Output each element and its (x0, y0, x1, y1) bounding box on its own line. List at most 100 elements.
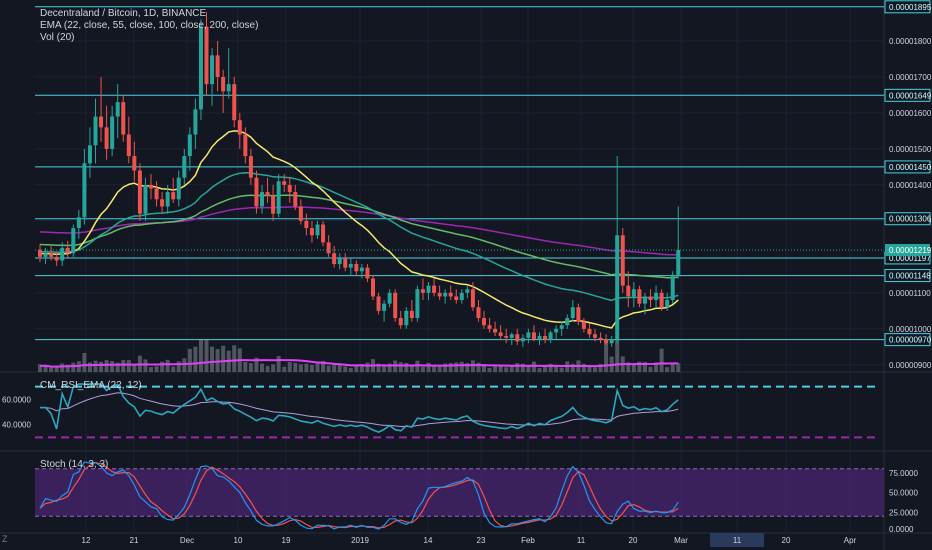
volume-bar (437, 366, 442, 372)
volume-bar (398, 362, 403, 372)
current-price-tag (885, 244, 930, 257)
current-price-tag-label: 0.00001219 (889, 246, 932, 255)
candle-body (354, 264, 359, 272)
volume-bar (470, 360, 475, 372)
candle-body (476, 307, 481, 319)
candle-body (265, 192, 270, 196)
volume-bar (54, 366, 59, 372)
volume-bar (187, 348, 192, 372)
rsi-axis-tick-label: 40.0000 (2, 421, 31, 430)
volume-bar (665, 367, 670, 372)
candle-body (160, 199, 165, 207)
candle-body (176, 177, 181, 200)
candle-body (587, 328, 592, 335)
volume-bar (282, 366, 287, 372)
volume-bar (359, 364, 364, 372)
volume-bar (43, 364, 48, 372)
candle-body (309, 228, 314, 236)
candle-body (504, 336, 509, 338)
volume-bar (60, 363, 65, 372)
volume-bar (465, 363, 470, 372)
candle-body (637, 289, 642, 304)
candle-body (60, 247, 65, 261)
candle-body (243, 134, 248, 157)
volume-bar (65, 364, 70, 372)
volume-bar (337, 365, 342, 372)
zoom-corner-label[interactable]: Z (2, 534, 8, 544)
volume-bar (276, 355, 281, 372)
volume-bar (426, 362, 431, 372)
candle-body (198, 26, 203, 110)
candle-body (526, 332, 531, 338)
volume-bar (415, 360, 420, 372)
volume-bar (110, 361, 115, 372)
candle-body (110, 116, 115, 149)
volume-bar (354, 364, 359, 372)
volume-bar (509, 365, 514, 372)
candle-body (365, 267, 370, 279)
level-price-tag (884, 160, 931, 174)
candle-body (232, 84, 237, 121)
candle-body (570, 307, 575, 319)
candle-body (137, 170, 142, 214)
candle-body (54, 256, 59, 261)
volume-bar (482, 364, 486, 372)
volume-bar (387, 363, 392, 372)
volume-bar (210, 346, 215, 372)
volume-bar (309, 364, 314, 372)
level-price-tag-label: 0.00001649 (889, 91, 932, 100)
candle-body (43, 253, 48, 257)
candle-body (371, 278, 375, 297)
volume-bar (587, 364, 592, 372)
volume-bar (531, 361, 536, 372)
volume-bar (204, 340, 209, 372)
volume-bar (537, 368, 542, 372)
volume-bar (254, 357, 259, 372)
candle-body (454, 296, 459, 301)
ema-55-line (40, 171, 679, 302)
volume-bar (554, 365, 559, 372)
candle-body (609, 339, 614, 344)
time-axis-tick-label: 11 (577, 536, 586, 545)
stoch-axis-tick-label: 75.0000 (889, 469, 918, 478)
candle-body (554, 328, 559, 333)
candle-body (487, 325, 492, 329)
volume-bar (615, 340, 620, 372)
volume-bar (38, 364, 42, 372)
time-axis-tick-label: 21 (130, 536, 139, 545)
volume-bar (121, 360, 126, 372)
candle-body (38, 249, 42, 257)
volume-bar (343, 366, 348, 372)
ema-legend: EMA (22, close, 55, close, 100, close, 2… (40, 20, 259, 31)
time-axis-highlight (710, 533, 764, 547)
candle-body (620, 235, 625, 286)
volume-bar (82, 352, 87, 372)
candle-body (420, 289, 425, 293)
candle-body (631, 289, 636, 297)
volume-bar (420, 366, 425, 372)
volume-bar (215, 348, 220, 372)
time-axis-tick-label: 2019 (351, 536, 369, 545)
candle-body (398, 318, 403, 326)
volume-bar (676, 363, 681, 372)
volume-bar (315, 361, 320, 372)
candle-body (543, 336, 548, 340)
level-price-tag-label: 0.00001450 (889, 163, 932, 172)
volume-bar (260, 363, 264, 372)
candle-body (215, 55, 220, 77)
candle-body (276, 181, 281, 214)
stoch-legend: Stoch (14, 3, 3) (40, 459, 109, 470)
candle-body (393, 292, 398, 319)
volume-bar (604, 342, 609, 372)
volume-bar (293, 362, 298, 372)
candle-body (304, 220, 309, 229)
candle-body (665, 300, 670, 308)
volume-bar (626, 362, 631, 372)
candle-body (465, 289, 470, 293)
level-price-tag-label: 0.00000970 (889, 336, 932, 345)
volume-ma-line (39, 359, 679, 368)
candle-body (654, 292, 659, 301)
volume-bar (498, 366, 503, 372)
time-axis-tick-label: 11 (733, 536, 742, 545)
